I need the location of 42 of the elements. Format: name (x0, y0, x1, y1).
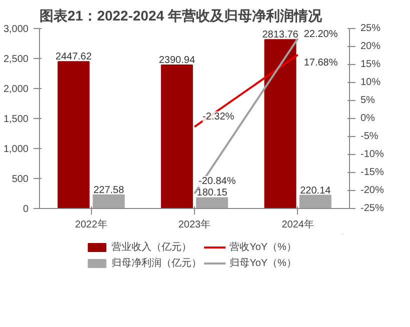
data-label: 2447.62 (56, 52, 92, 63)
data-label: 227.58 (93, 184, 124, 196)
legend-label: 归母YoY（%） (230, 256, 296, 270)
y-tick-label: 0 (22, 204, 29, 215)
y2-tick-label: -5% (360, 131, 378, 142)
legend-label: 营业收入（亿元） (112, 240, 192, 254)
x-tick-label: 2024年 (282, 218, 314, 230)
data-label: 220.14 (300, 185, 332, 196)
y-tick-label: 2,000 (3, 84, 29, 95)
y-tick-label: 1,500 (3, 114, 29, 125)
bar (58, 61, 90, 208)
y2-tick-label: -15% (360, 167, 384, 178)
y-tick-label: 500 (12, 174, 29, 185)
x-tick-label: 2023年 (178, 218, 211, 230)
y2-tick-label: 5% (360, 95, 376, 106)
legend-label: 营收YoY（%） (230, 240, 296, 254)
y2-tick-label: 15% (360, 59, 381, 70)
bar (160, 64, 193, 208)
y2-tick-label: -10% (360, 149, 384, 160)
bar (264, 39, 296, 208)
y2-tick-label: 20% (360, 41, 381, 52)
data-label: 2390.94 (158, 55, 196, 66)
data-label: 2813.76 (262, 30, 299, 41)
chart-title: 图表21：2022-2024 年营收及归母净利润情况 (40, 8, 323, 24)
y2-tick-label: 25% (360, 23, 381, 34)
data-label: 17.68% (304, 57, 338, 68)
y2-tick-label: -20% (360, 185, 384, 196)
data-label: -2.32% (202, 111, 234, 122)
bar (196, 197, 228, 208)
y2-tick-label: 0% (360, 113, 376, 124)
data-label: 22.20% (304, 29, 338, 40)
x-tick-label: 2022年 (75, 218, 108, 230)
data-label: -20.84% (198, 176, 236, 188)
y2-tick-label: 10% (360, 77, 381, 88)
legend-label: 归母净利润（亿元） (112, 256, 202, 270)
y2-tick-label: -25% (360, 203, 384, 214)
y-tick-label: 3,000 (3, 24, 29, 35)
y-tick-label: 1,000 (3, 144, 29, 155)
bar (299, 194, 332, 208)
y-tick-label: 2,500 (3, 54, 29, 65)
data-label: 180.15 (196, 188, 228, 199)
bar (92, 194, 125, 208)
